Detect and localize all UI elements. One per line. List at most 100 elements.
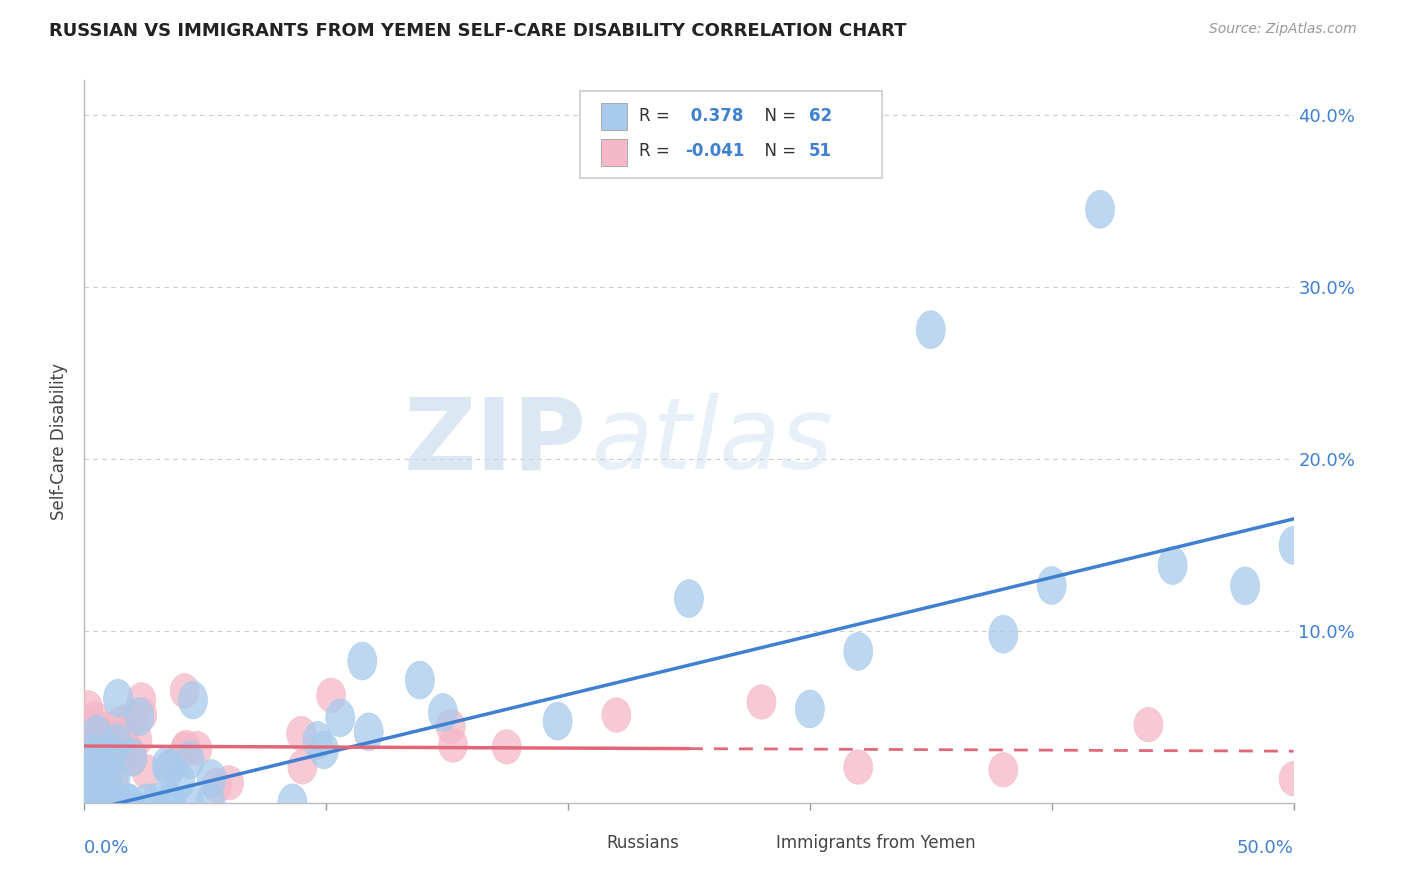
Ellipse shape	[72, 777, 101, 815]
Ellipse shape	[602, 698, 631, 732]
Ellipse shape	[179, 681, 208, 719]
Ellipse shape	[1038, 566, 1066, 605]
Ellipse shape	[347, 642, 377, 680]
Ellipse shape	[152, 747, 181, 784]
Text: 62: 62	[808, 107, 832, 125]
Ellipse shape	[83, 747, 112, 781]
Ellipse shape	[287, 716, 315, 751]
Ellipse shape	[326, 699, 354, 737]
Ellipse shape	[1230, 567, 1260, 605]
Ellipse shape	[278, 784, 307, 822]
Text: ZIP: ZIP	[404, 393, 586, 490]
Ellipse shape	[79, 784, 107, 822]
Ellipse shape	[96, 733, 125, 768]
Ellipse shape	[86, 784, 115, 822]
Ellipse shape	[429, 693, 457, 731]
Ellipse shape	[98, 762, 128, 796]
Ellipse shape	[436, 709, 465, 744]
Ellipse shape	[75, 784, 104, 822]
FancyBboxPatch shape	[747, 831, 773, 854]
Ellipse shape	[118, 741, 148, 776]
Ellipse shape	[110, 715, 139, 749]
Ellipse shape	[132, 784, 162, 822]
Ellipse shape	[101, 760, 129, 797]
Ellipse shape	[73, 774, 101, 809]
Text: Immigrants from Yemen: Immigrants from Yemen	[776, 833, 976, 852]
Ellipse shape	[543, 702, 572, 740]
Ellipse shape	[215, 765, 243, 800]
Y-axis label: Self-Care Disability: Self-Care Disability	[51, 363, 69, 520]
Ellipse shape	[75, 784, 104, 822]
Ellipse shape	[117, 702, 145, 736]
Ellipse shape	[90, 784, 118, 822]
Ellipse shape	[174, 784, 204, 822]
Ellipse shape	[90, 780, 118, 817]
Ellipse shape	[157, 784, 186, 822]
Ellipse shape	[1279, 762, 1308, 796]
Ellipse shape	[747, 685, 776, 719]
Ellipse shape	[72, 706, 101, 740]
Ellipse shape	[104, 784, 132, 822]
Ellipse shape	[316, 678, 346, 713]
Ellipse shape	[111, 731, 141, 764]
Text: R =: R =	[640, 107, 675, 125]
Ellipse shape	[125, 698, 153, 736]
Ellipse shape	[93, 733, 122, 768]
Ellipse shape	[302, 722, 332, 759]
Ellipse shape	[142, 783, 170, 822]
Ellipse shape	[112, 784, 142, 822]
Text: 0.378: 0.378	[685, 107, 744, 125]
Ellipse shape	[83, 772, 112, 806]
Ellipse shape	[155, 750, 183, 789]
Ellipse shape	[405, 661, 434, 699]
Ellipse shape	[83, 715, 111, 753]
Ellipse shape	[132, 755, 162, 789]
Ellipse shape	[155, 784, 184, 822]
Ellipse shape	[72, 782, 101, 820]
Ellipse shape	[157, 748, 187, 783]
Ellipse shape	[110, 741, 138, 775]
Ellipse shape	[354, 713, 384, 751]
Ellipse shape	[76, 749, 105, 784]
Ellipse shape	[170, 673, 200, 708]
Ellipse shape	[172, 731, 201, 764]
Ellipse shape	[1279, 526, 1308, 565]
Ellipse shape	[103, 736, 132, 770]
Ellipse shape	[439, 728, 468, 763]
Ellipse shape	[1085, 190, 1115, 228]
FancyBboxPatch shape	[600, 139, 627, 166]
Ellipse shape	[82, 730, 111, 764]
Ellipse shape	[80, 701, 110, 736]
Ellipse shape	[86, 784, 115, 822]
Ellipse shape	[183, 731, 212, 766]
Ellipse shape	[988, 615, 1018, 653]
Ellipse shape	[73, 743, 103, 777]
Ellipse shape	[128, 698, 156, 731]
Ellipse shape	[917, 310, 945, 349]
Ellipse shape	[127, 682, 156, 717]
Ellipse shape	[94, 784, 122, 822]
Ellipse shape	[115, 734, 143, 768]
Text: RUSSIAN VS IMMIGRANTS FROM YEMEN SELF-CARE DISABILITY CORRELATION CHART: RUSSIAN VS IMMIGRANTS FROM YEMEN SELF-CA…	[49, 22, 907, 40]
Ellipse shape	[844, 750, 873, 784]
Ellipse shape	[90, 720, 118, 754]
Text: N =: N =	[754, 107, 801, 125]
Ellipse shape	[96, 772, 125, 806]
Ellipse shape	[83, 780, 112, 818]
FancyBboxPatch shape	[581, 91, 883, 178]
Ellipse shape	[89, 712, 117, 747]
Ellipse shape	[988, 753, 1018, 787]
Ellipse shape	[98, 784, 127, 822]
Ellipse shape	[80, 761, 108, 798]
Ellipse shape	[202, 768, 232, 803]
Ellipse shape	[93, 762, 121, 799]
Ellipse shape	[309, 731, 339, 769]
Ellipse shape	[72, 739, 101, 778]
Ellipse shape	[170, 732, 200, 766]
Text: atlas: atlas	[592, 393, 834, 490]
Ellipse shape	[844, 632, 873, 670]
Ellipse shape	[176, 741, 204, 779]
Ellipse shape	[73, 690, 103, 725]
Ellipse shape	[1133, 707, 1163, 742]
Text: 50.0%: 50.0%	[1237, 838, 1294, 857]
